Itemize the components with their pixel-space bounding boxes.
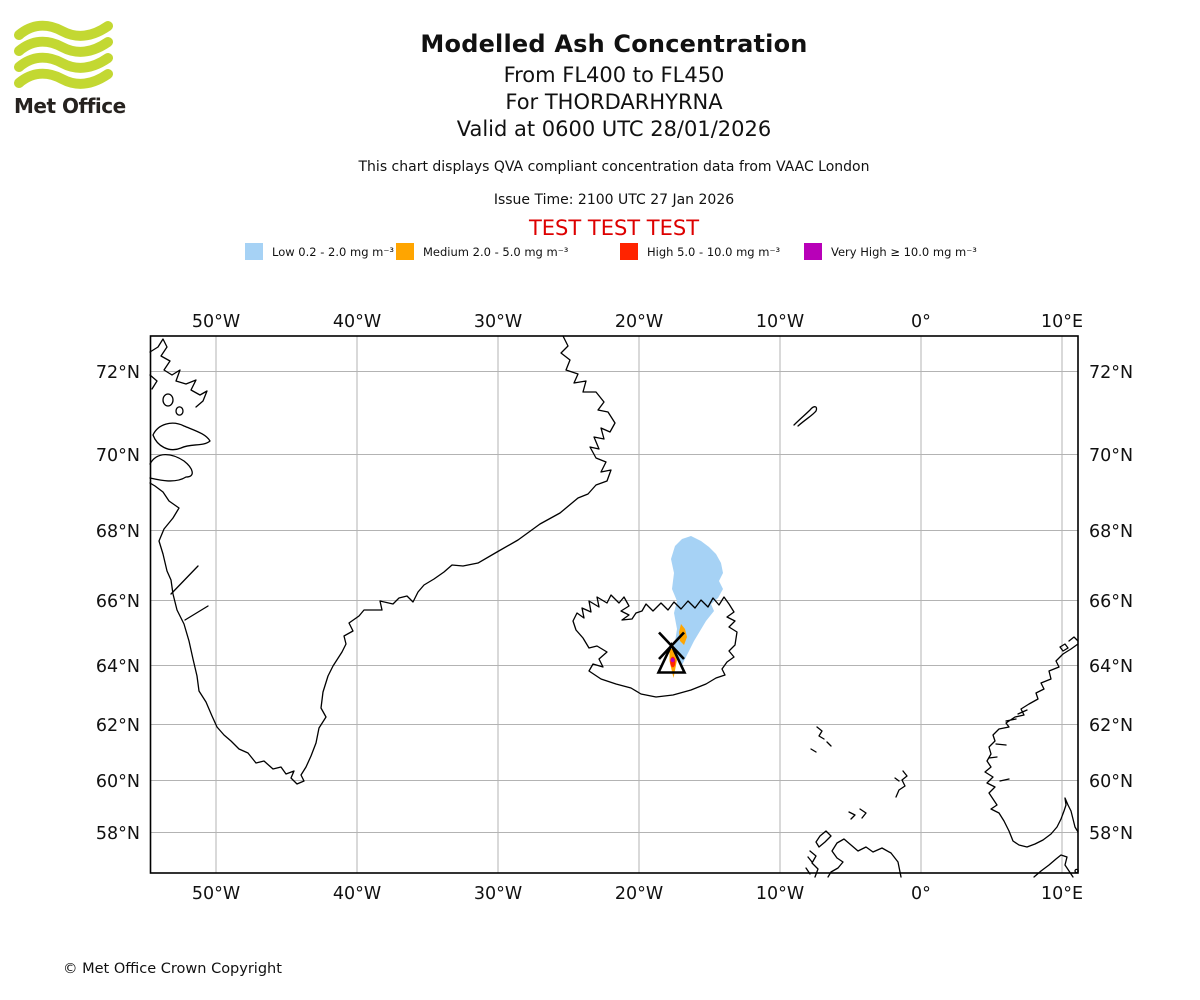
legend-swatch-medium [396,243,414,260]
axis-labels: 50°W 40°W 30°W 20°W 10°W 0° 10°E 50°W 40… [96,312,1133,904]
lat-tick-left-0: 72°N [96,363,140,383]
grid-lines [150,336,1078,873]
volcano-marker [656,631,687,678]
lon-tick-bottom-2: 30°W [474,884,522,904]
volcano-x-icon [658,631,685,660]
lon-tick-bottom-0: 50°W [192,884,240,904]
lon-tick-top-3: 20°W [615,312,663,332]
lon-tick-top-0: 50°W [192,312,240,332]
volcano-triangle-outline [656,641,687,674]
lat-tick-left-2: 68°N [96,522,140,542]
flight-level-line: From FL400 to FL450 [503,63,725,87]
lat-tick-right-2: 68°N [1089,522,1133,542]
volcano-line: For THORDARHYRNA [505,90,723,114]
legend-swatch-low [245,243,263,260]
lat-tick-left-1: 70°N [96,446,140,466]
legend-label-high: High 5.0 - 10.0 mg m⁻³ [647,244,781,259]
lon-tick-top-4: 10°W [756,312,804,332]
page-title: Modelled Ash Concentration [420,30,808,58]
copyright-text: © Met Office Crown Copyright [63,961,282,977]
lon-tick-top-2: 30°W [474,312,522,332]
qva-note: This chart displays QVA compliant concen… [358,159,870,175]
lat-tick-left-7: 58°N [96,824,140,844]
lat-tick-right-1: 70°N [1089,446,1133,466]
legend-label-low: Low 0.2 - 2.0 mg m⁻³ [272,244,395,259]
legend-item-high: High 5.0 - 10.0 mg m⁻³ [620,243,780,260]
legend-swatch-high [620,243,638,260]
lat-tick-right-0: 72°N [1089,363,1133,383]
lat-tick-right-7: 58°N [1089,824,1133,844]
lon-tick-bottom-3: 20°W [615,884,663,904]
iceland-coast [572,594,738,698]
ash-source-very-high [670,657,675,663]
test-banner: TEST TEST TEST [528,216,700,240]
lat-tick-left-4: 64°N [96,657,140,677]
legend-item-low: Low 0.2 - 2.0 mg m⁻³ [245,243,394,260]
coastlines [149,335,1079,878]
issue-time: Issue Time: 2100 UTC 27 Jan 2026 [493,192,735,208]
lat-tick-left-3: 66°N [96,592,140,612]
map: 50°W 40°W 30°W 20°W 10°W 0° 10°E 50°W 40… [96,312,1133,904]
lat-tick-right-3: 66°N [1089,592,1133,612]
greenland-fjord-lines [149,338,209,621]
legend-item-very-high: Very High ≥ 10.0 mg m⁻³ [804,243,977,260]
lat-tick-right-6: 60°N [1089,772,1133,792]
lat-tick-right-4: 64°N [1089,657,1133,677]
logo-waves [14,20,113,89]
met-office-brand: Met Office [14,94,126,118]
legend-label-very-high: Very High ≥ 10.0 mg m⁻³ [831,244,977,259]
legend-swatch-very-high [804,243,822,260]
lon-tick-top-1: 40°W [333,312,381,332]
met-office-logo [14,20,113,89]
lat-tick-left-5: 62°N [96,716,140,736]
lon-tick-bottom-1: 40°W [333,884,381,904]
map-frame [149,335,1079,874]
lat-tick-left-6: 60°N [96,772,140,792]
lon-tick-top-6: 10°E [1041,312,1083,332]
legend-label-medium: Medium 2.0 - 5.0 mg m⁻³ [423,244,569,259]
legend-item-medium: Medium 2.0 - 5.0 mg m⁻³ [396,243,568,260]
valid-time-line: Valid at 0600 UTC 28/01/2026 [456,117,772,141]
lon-tick-bottom-4: 10°W [756,884,804,904]
lon-tick-top-5: 0° [911,312,931,332]
faroe-shetland-scotland-coast [805,726,908,878]
lon-tick-bottom-6: 10°E [1041,884,1083,904]
norway-coast [984,636,1079,848]
lat-tick-right-5: 62°N [1089,716,1133,736]
greenland-fjord-loops [149,393,211,482]
greenland-coast [149,335,616,785]
jan-mayen-coast [793,406,818,427]
lon-tick-bottom-5: 0° [911,884,931,904]
